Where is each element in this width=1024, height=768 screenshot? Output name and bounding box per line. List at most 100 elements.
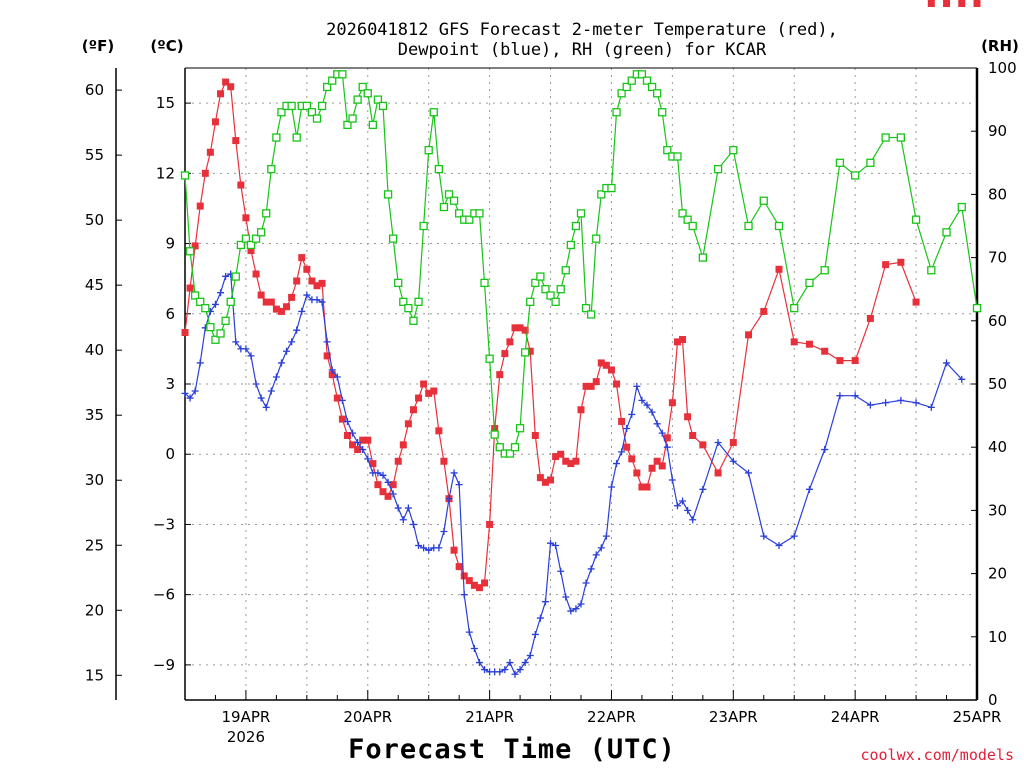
rh-point	[389, 234, 398, 243]
temperature-point	[201, 169, 209, 177]
rh-point	[485, 354, 494, 363]
celsius-tick-label: 6	[165, 305, 175, 323]
rh-point	[713, 164, 723, 174]
rh-point	[394, 278, 403, 288]
dewpoint-point	[389, 490, 397, 498]
temperature-point	[658, 462, 666, 470]
rh-point	[942, 228, 951, 237]
fahrenheit-unit-label: (ºF)	[82, 37, 114, 55]
dewpoint-point	[745, 469, 753, 477]
dewpoint-point	[465, 628, 473, 636]
rh-point	[439, 202, 449, 212]
rh-point	[592, 234, 601, 243]
temperature-point	[760, 307, 768, 315]
rh-tick-label: 10	[988, 628, 1007, 646]
rh-tick-label: 60	[988, 312, 1007, 330]
dewpoint-point	[470, 645, 478, 653]
data-series	[182, 0, 982, 678]
x-axis-title: Forecast Time (UTC)	[348, 734, 676, 765]
rh-point	[353, 95, 362, 104]
dewpoint-point	[420, 544, 428, 552]
dewpoint-point	[572, 605, 580, 613]
dewpoint-point	[658, 429, 666, 437]
dewpoint-point	[450, 469, 458, 477]
dewpoint-point	[399, 516, 407, 524]
temperature-point	[435, 427, 443, 435]
rh-point	[587, 310, 596, 319]
fahrenheit-tick-label: 30	[85, 471, 104, 489]
dewpoint-point	[582, 579, 590, 587]
dewpoint-point	[455, 481, 463, 489]
dewpoint-point	[592, 551, 600, 559]
rh-tick-label: 50	[988, 375, 1007, 393]
rh-point	[455, 209, 464, 218]
celsius-tick-label: 12	[156, 164, 175, 182]
temperature-point	[628, 455, 636, 463]
rh-point	[267, 164, 276, 174]
rh-tick-label: 100	[988, 59, 1017, 77]
rh-point	[774, 221, 784, 231]
rh-point	[236, 240, 245, 250]
temperature-point	[191, 242, 199, 250]
temperature-point	[912, 298, 920, 306]
time-tick-label: 19APR	[222, 708, 271, 726]
dewpoint-point	[668, 476, 676, 484]
temperature-point	[699, 441, 707, 449]
rh-point	[257, 228, 266, 237]
celsius-tick-label: 3	[165, 375, 175, 393]
temperature-point	[882, 261, 890, 269]
rh-point	[526, 297, 535, 306]
dewpoint-point	[343, 417, 351, 425]
temperature-point	[668, 399, 676, 407]
dewpoint-point	[541, 598, 549, 606]
rh-point	[399, 297, 408, 306]
rh-point	[851, 171, 860, 180]
temperature-point	[866, 314, 874, 322]
temperature-point	[232, 137, 240, 145]
temperature-point	[714, 469, 722, 477]
rh-point	[444, 190, 454, 199]
dewpoint-point	[597, 544, 605, 552]
rh-point	[612, 108, 621, 117]
dewpoint-point	[303, 291, 311, 299]
rh-point	[262, 209, 271, 218]
dewpoint-point	[354, 439, 362, 447]
rh-point	[419, 221, 428, 231]
dewpoint-point	[882, 399, 890, 407]
dewpoint-point	[338, 396, 346, 404]
dewpoint-point	[323, 338, 331, 346]
dewpoint-point	[374, 469, 382, 477]
fahrenheit-tick-label: 35	[85, 406, 104, 424]
dewpoint-point	[349, 429, 357, 437]
rh-point	[206, 322, 215, 332]
temperature-point	[222, 78, 230, 86]
temperature-point	[440, 457, 448, 465]
temperature-point	[613, 380, 621, 388]
time-tick-label: 23APR	[709, 708, 758, 726]
rh-point	[647, 82, 657, 92]
temperature-point	[684, 413, 692, 421]
dewpoint-point	[557, 567, 565, 575]
dewpoint-point	[866, 401, 874, 409]
rh-point	[896, 133, 905, 142]
rh-point	[658, 108, 667, 117]
rh-point	[617, 89, 626, 98]
rh-point	[221, 316, 230, 325]
dewpoint-point	[521, 659, 529, 667]
fahrenheit-tick-label: 55	[85, 146, 104, 164]
temperature-point	[404, 420, 412, 428]
dewpoint-point	[283, 347, 291, 355]
time-year-label: 2026	[227, 728, 265, 746]
time-tick-label: 21APR	[465, 708, 514, 726]
rh-point	[729, 146, 738, 155]
rh-point	[363, 89, 372, 98]
temperature-point	[455, 563, 463, 571]
dewpoint-point	[298, 307, 306, 315]
dewpoint-point	[547, 539, 555, 547]
dewpoint-point	[222, 272, 230, 280]
time-tick-label: 22APR	[587, 708, 636, 726]
temperature-point	[496, 371, 504, 379]
temperature-point	[475, 584, 483, 592]
rh-point	[226, 297, 235, 306]
celsius-tick-label: 15	[156, 94, 175, 112]
